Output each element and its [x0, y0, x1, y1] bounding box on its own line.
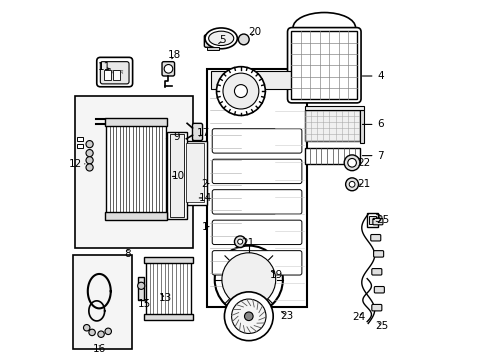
- Text: 7: 7: [362, 150, 383, 161]
- FancyBboxPatch shape: [373, 287, 384, 293]
- Bar: [368, 216, 375, 225]
- FancyBboxPatch shape: [204, 35, 221, 47]
- Text: 1: 1: [201, 222, 208, 231]
- Bar: [144, 314, 192, 320]
- Circle shape: [347, 158, 356, 167]
- Text: 6: 6: [362, 120, 383, 129]
- Circle shape: [344, 155, 359, 171]
- Text: 10: 10: [171, 171, 184, 181]
- Bar: [304, 107, 363, 110]
- Circle shape: [86, 164, 93, 171]
- FancyBboxPatch shape: [162, 62, 174, 76]
- Circle shape: [224, 292, 273, 341]
- Bar: [167, 132, 187, 220]
- Text: 24: 24: [351, 312, 365, 322]
- Ellipse shape: [208, 31, 233, 45]
- Text: 15: 15: [137, 299, 150, 309]
- Circle shape: [137, 282, 144, 289]
- Bar: [360, 110, 363, 143]
- Bar: [104, 118, 167, 126]
- Bar: [106, 121, 165, 218]
- Text: 5: 5: [218, 35, 226, 45]
- Circle shape: [223, 73, 258, 109]
- Circle shape: [105, 328, 111, 334]
- FancyBboxPatch shape: [287, 28, 360, 103]
- Circle shape: [237, 239, 242, 244]
- FancyBboxPatch shape: [212, 159, 301, 184]
- Circle shape: [164, 64, 172, 73]
- Text: 11: 11: [98, 62, 111, 72]
- Circle shape: [86, 149, 93, 157]
- Text: 23: 23: [280, 311, 293, 320]
- Circle shape: [89, 329, 95, 336]
- Text: 25: 25: [374, 321, 387, 331]
- Text: 22: 22: [356, 158, 369, 168]
- Text: 17: 17: [196, 129, 209, 138]
- Text: 8: 8: [124, 248, 131, 258]
- Text: 2: 2: [201, 179, 208, 189]
- Circle shape: [234, 236, 245, 247]
- FancyBboxPatch shape: [373, 251, 383, 257]
- Text: 25: 25: [375, 215, 388, 225]
- Circle shape: [345, 178, 358, 191]
- Text: 14: 14: [198, 193, 211, 203]
- FancyBboxPatch shape: [212, 251, 301, 275]
- Bar: [206, 69, 306, 307]
- Text: 18: 18: [167, 50, 181, 60]
- Text: 12: 12: [68, 159, 85, 169]
- Bar: [170, 134, 184, 217]
- Circle shape: [214, 246, 282, 314]
- Text: 21: 21: [241, 238, 254, 248]
- Text: 16: 16: [92, 343, 106, 354]
- Text: 19: 19: [269, 270, 283, 280]
- FancyBboxPatch shape: [370, 234, 380, 241]
- Bar: [144, 257, 192, 263]
- Ellipse shape: [204, 28, 237, 49]
- FancyBboxPatch shape: [100, 62, 129, 84]
- Bar: [186, 143, 203, 202]
- Text: TRACER: TRACER: [104, 70, 124, 75]
- Bar: [77, 144, 83, 148]
- Bar: [112, 69, 120, 80]
- Bar: [77, 136, 83, 141]
- Circle shape: [86, 157, 93, 164]
- Bar: [304, 110, 360, 140]
- Bar: [75, 96, 192, 248]
- Circle shape: [83, 324, 90, 331]
- FancyBboxPatch shape: [212, 220, 301, 244]
- Text: 3: 3: [372, 215, 380, 224]
- Circle shape: [234, 85, 247, 98]
- FancyBboxPatch shape: [212, 190, 301, 214]
- Circle shape: [222, 253, 275, 307]
- FancyBboxPatch shape: [212, 129, 301, 153]
- Bar: [290, 31, 357, 99]
- Bar: [104, 69, 111, 80]
- Bar: [104, 212, 167, 220]
- Bar: [73, 255, 131, 348]
- Text: 21: 21: [356, 179, 369, 189]
- Circle shape: [216, 67, 265, 116]
- Circle shape: [244, 312, 253, 320]
- Bar: [304, 148, 360, 164]
- Text: 20: 20: [248, 27, 261, 37]
- FancyBboxPatch shape: [97, 57, 132, 87]
- Text: 4: 4: [362, 71, 383, 81]
- FancyBboxPatch shape: [372, 219, 382, 225]
- Bar: [183, 140, 206, 205]
- FancyBboxPatch shape: [371, 305, 381, 311]
- Circle shape: [231, 299, 265, 333]
- Bar: [211, 71, 303, 89]
- Circle shape: [98, 331, 104, 337]
- FancyBboxPatch shape: [371, 269, 381, 275]
- Text: 13: 13: [159, 293, 172, 303]
- Bar: [206, 46, 219, 50]
- Circle shape: [238, 34, 249, 45]
- FancyBboxPatch shape: [192, 123, 202, 140]
- Bar: [138, 277, 144, 300]
- Circle shape: [348, 181, 354, 187]
- Circle shape: [86, 140, 93, 148]
- Text: 9: 9: [166, 132, 179, 142]
- Bar: [366, 213, 377, 226]
- Bar: [145, 259, 190, 318]
